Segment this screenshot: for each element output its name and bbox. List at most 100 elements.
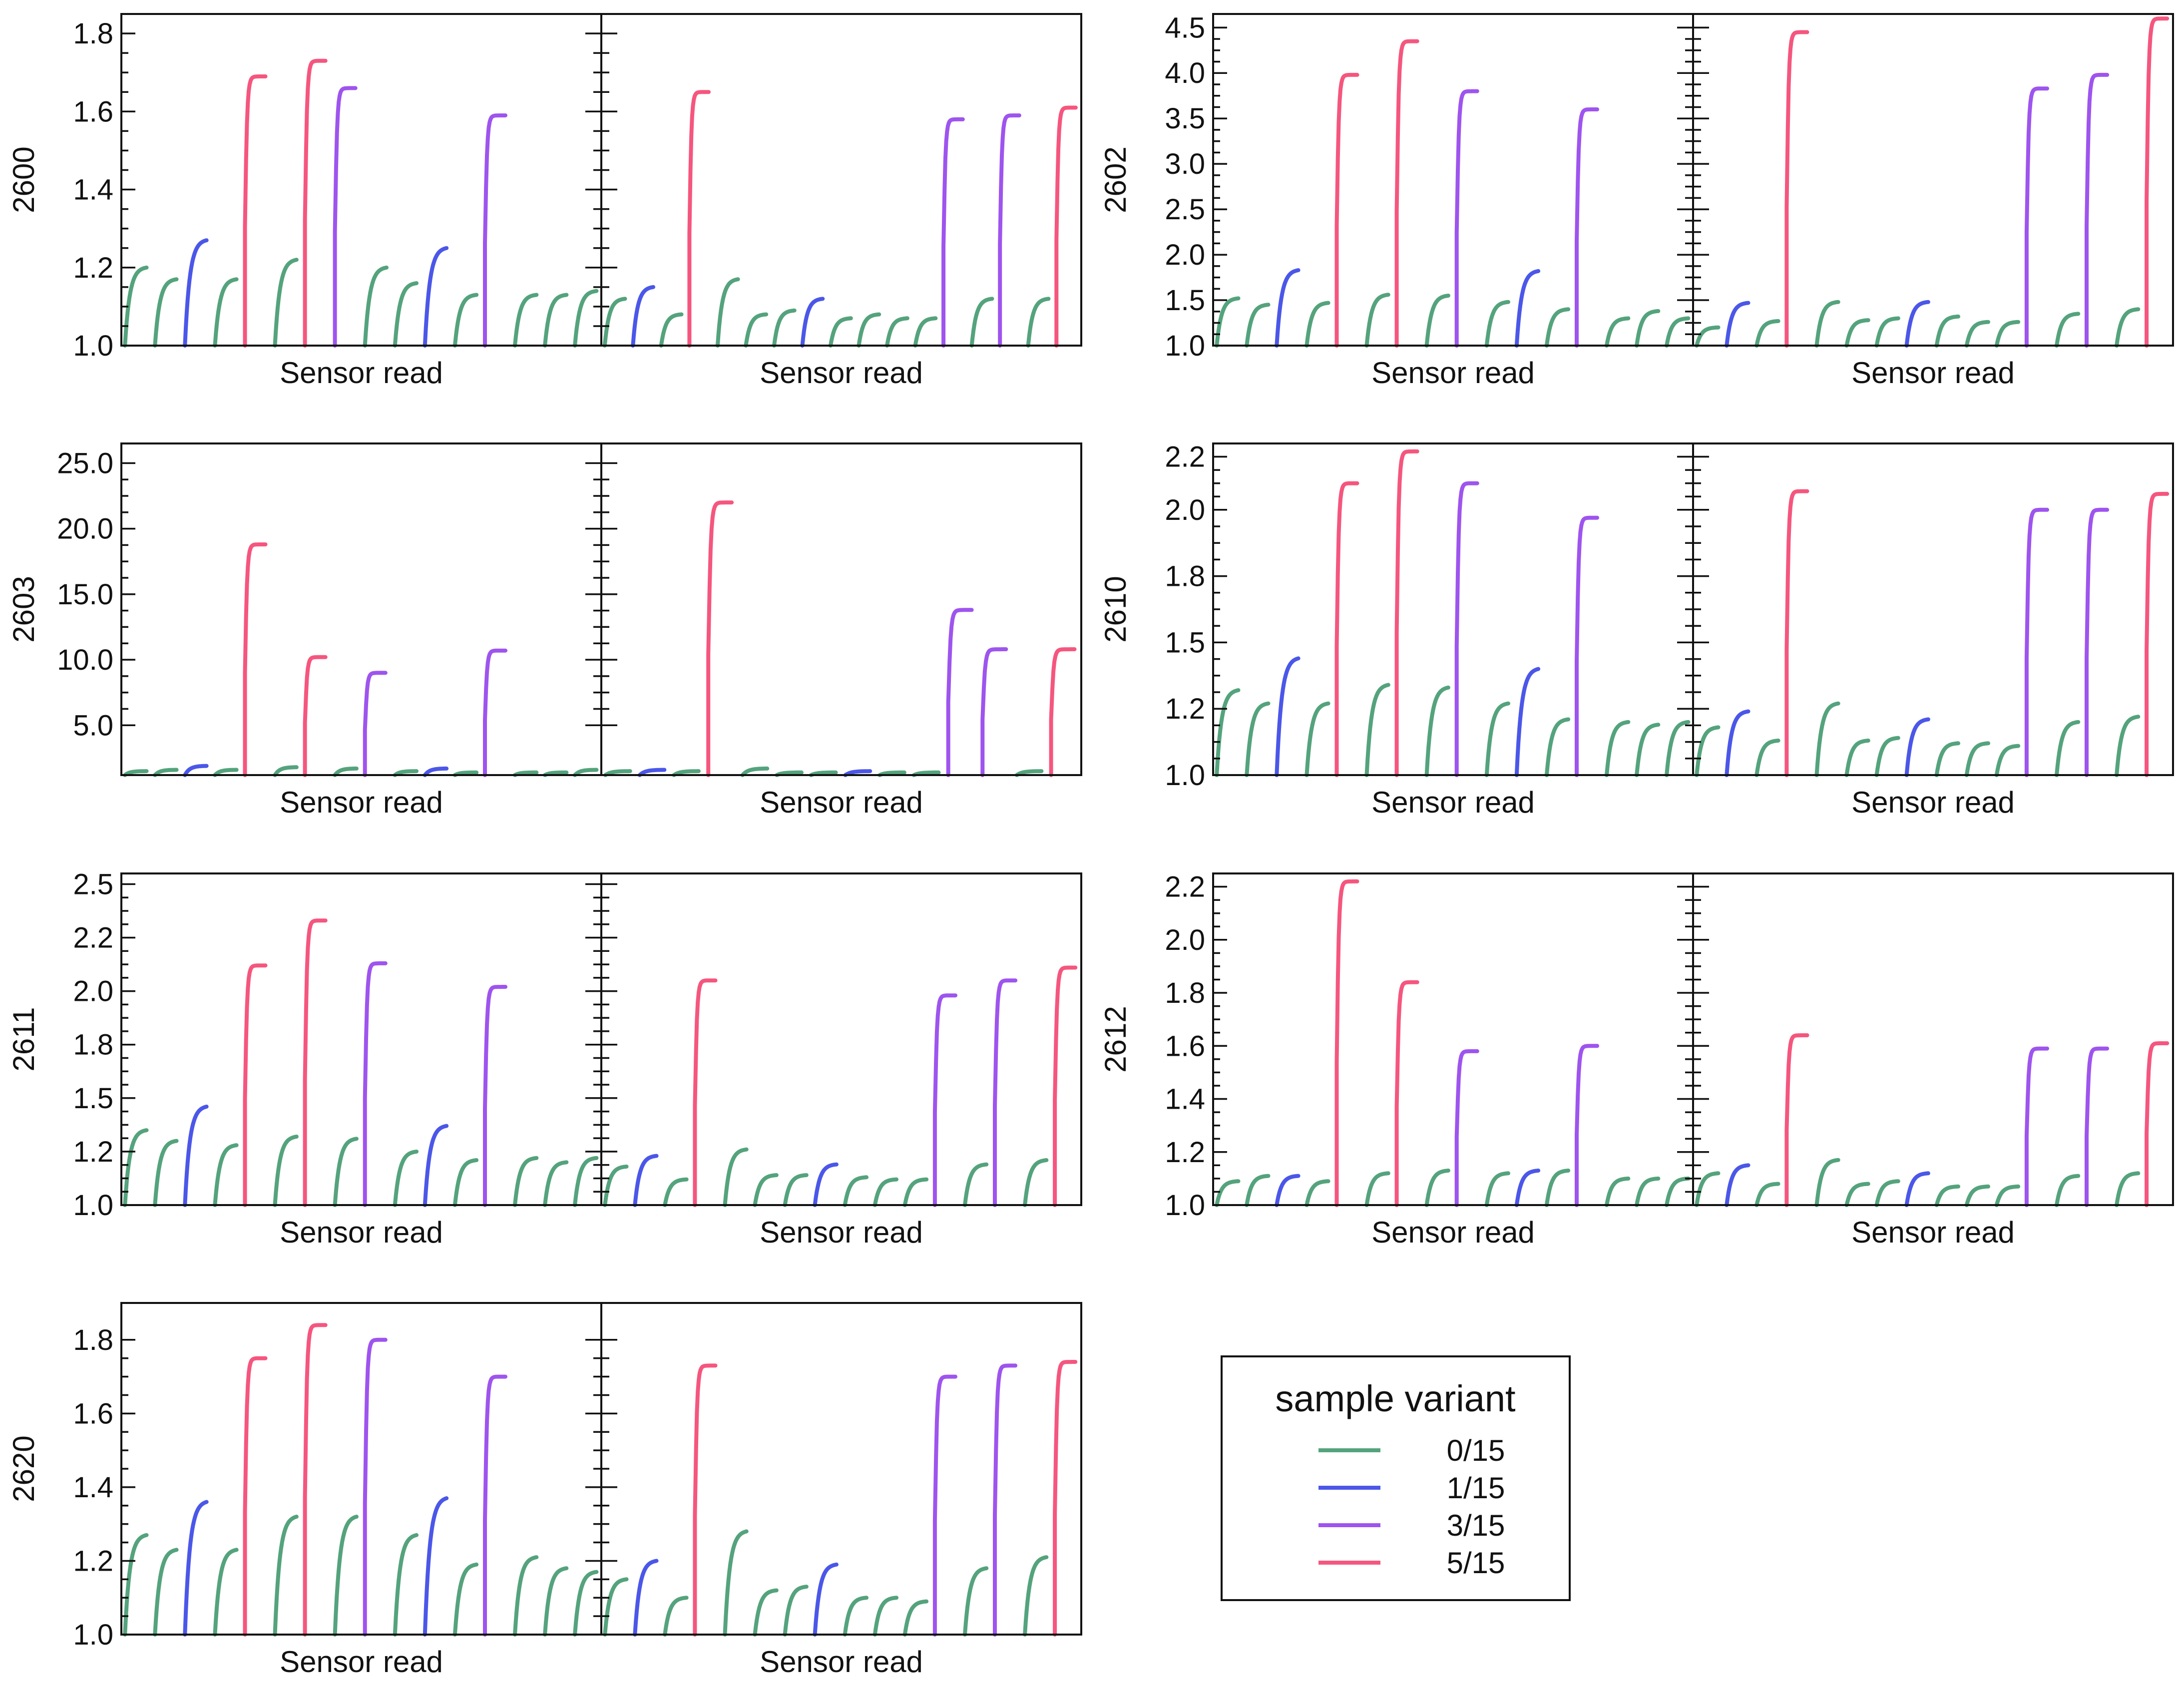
- curve-2603-left-13: [513, 770, 539, 777]
- curve-2612-right-2: [1754, 1182, 1780, 1207]
- curve-2602-left-4: [1334, 72, 1359, 348]
- subplot-frame-right: [1692, 872, 2174, 1206]
- curve-2603-left-2: [183, 764, 209, 777]
- curve-2600-left-9: [393, 281, 419, 348]
- y-axis-label: 2620: [7, 1435, 40, 1502]
- curve-2600-right-7: [800, 297, 825, 348]
- x-axis-label: Sensor read: [1851, 786, 2015, 819]
- curve-2603-right-11: [980, 647, 1008, 777]
- y-tick-label: 1.8: [1165, 977, 1205, 1009]
- y-tick-label: 2.2: [1165, 871, 1205, 903]
- curve-2620-left-1: [153, 1548, 179, 1637]
- curve-2612-right-8: [1934, 1184, 1960, 1207]
- curve-2603-left-7: [333, 766, 359, 777]
- curve-2612-left-9: [1484, 1171, 1510, 1207]
- curve-2610-left-7: [1424, 685, 1450, 777]
- x-axis-label: Sensor read: [1371, 1216, 1535, 1249]
- curve-2602-left-7: [1424, 293, 1450, 348]
- curve-2603-right-0: [603, 769, 632, 777]
- curve-2602-right-7: [1904, 300, 1930, 348]
- subplot-frame-left: [1212, 13, 1694, 347]
- y-tick-label: 2.0: [1165, 494, 1205, 526]
- curve-2611-right-3: [693, 978, 718, 1207]
- legend-label: 3/15: [1447, 1509, 1505, 1542]
- curve-2612-right-0: [1695, 1171, 1721, 1207]
- curve-2602-left-11: [1544, 307, 1571, 348]
- curve-2620-right-2: [663, 1596, 689, 1637]
- curve-2602-right-15: [2145, 16, 2170, 348]
- curve-2612-left-15: [1665, 1176, 1691, 1207]
- x-axis-label: Sensor read: [280, 356, 443, 390]
- curve-2600-right-16: [1054, 105, 1078, 348]
- curve-2611-right-11: [932, 993, 957, 1207]
- curve-2603-left-8: [363, 671, 388, 777]
- curve-2620-right-5: [753, 1588, 779, 1637]
- curve-2612-right-5: [1844, 1182, 1870, 1207]
- curve-2602-right-11: [2024, 86, 2049, 348]
- curve-2600-left-0: [123, 265, 149, 348]
- curve-2620-left-6: [303, 1323, 328, 1637]
- curve-2620-left-4: [243, 1356, 268, 1637]
- curve-2600-right-3: [687, 90, 711, 348]
- curve-2602-left-2: [1275, 268, 1301, 348]
- curve-2602-right-6: [1874, 316, 1900, 348]
- curve-2610-left-11: [1544, 717, 1571, 777]
- curve-2600-right-14: [998, 113, 1021, 348]
- curve-2600-left-2: [183, 238, 209, 348]
- y-tick-label: 1.8: [73, 1324, 113, 1356]
- y-tick-label: 1.2: [1165, 693, 1205, 725]
- y-tick-label: 1.6: [1165, 1030, 1205, 1062]
- subplot-frame-right: [600, 442, 1082, 776]
- curve-2611-left-8: [363, 961, 388, 1207]
- curve-2611-left-6: [303, 918, 328, 1207]
- curve-2620-right-12: [963, 1566, 989, 1637]
- y-tick-label: 1.8: [73, 1029, 113, 1061]
- curve-2602-left-5: [1364, 293, 1390, 348]
- curve-2611-left-2: [183, 1104, 209, 1207]
- curve-2610-left-3: [1305, 701, 1330, 777]
- y-tick-label: 1.2: [73, 1545, 113, 1577]
- curve-2603-left-12: [483, 648, 507, 777]
- curve-2610-right-3: [1784, 489, 1809, 777]
- curve-2610-left-4: [1334, 481, 1359, 777]
- curve-2610-right-6: [1874, 736, 1900, 777]
- x-axis-label: Sensor read: [280, 786, 443, 819]
- curve-2610-left-0: [1215, 688, 1241, 777]
- curve-2603-right-7: [843, 769, 873, 777]
- curve-2610-right-9: [1964, 741, 1990, 777]
- curve-2600-left-3: [213, 277, 239, 348]
- subplot-frame-right: [600, 13, 1082, 347]
- curve-2610-right-2: [1754, 738, 1780, 777]
- curve-2600-left-8: [363, 265, 389, 348]
- curve-2610-left-5: [1364, 683, 1390, 777]
- panel-2612: 1.0 1.2 1.4 1.6 1.8 2.0 2.2 2612 Sensor read Sens…: [1099, 871, 2174, 1249]
- y-tick-label: 1.6: [73, 95, 113, 128]
- curve-2620-right-9: [873, 1596, 898, 1637]
- curve-2611-right-7: [813, 1162, 839, 1207]
- curve-2602-right-0: [1695, 325, 1721, 348]
- x-axis-label: Sensor read: [760, 1645, 923, 1679]
- y-tick-label: 4.0: [1165, 57, 1205, 89]
- curve-2610-right-7: [1904, 717, 1930, 777]
- curve-2610-left-13: [1605, 720, 1631, 777]
- curve-2610-right-12: [2055, 720, 2081, 777]
- subplot-frame-right: [600, 1302, 1082, 1636]
- y-tick-label: 2.0: [73, 975, 113, 1008]
- curve-2602-left-10: [1514, 269, 1541, 348]
- curve-2600-left-4: [243, 74, 268, 348]
- curve-2611-right-2: [663, 1177, 689, 1207]
- curve-2611-left-10: [423, 1124, 449, 1207]
- curve-2612-left-3: [1305, 1179, 1330, 1207]
- curve-2603-left-10: [423, 766, 449, 777]
- curve-2612-right-15: [2145, 1041, 2170, 1207]
- subplot-frame-left: [1212, 872, 1694, 1206]
- curve-2620-right-11: [932, 1374, 957, 1637]
- y-tick-label: 25.0: [57, 447, 113, 479]
- curve-2610-right-15: [2145, 491, 2170, 777]
- y-tick-label: 1.4: [1165, 1083, 1205, 1116]
- curve-2603-left-0: [123, 769, 149, 777]
- panel-2600: 1.0 1.2 1.4 1.6 1.8 2600 Sensor read Sensor rea…: [7, 13, 1082, 390]
- curve-2610-left-10: [1514, 667, 1541, 777]
- curve-2602-left-15: [1665, 316, 1691, 348]
- panel-2603: 5.0 10.0 15.0 20.0 25.0 2603 Sensor read Sensor…: [7, 442, 1082, 819]
